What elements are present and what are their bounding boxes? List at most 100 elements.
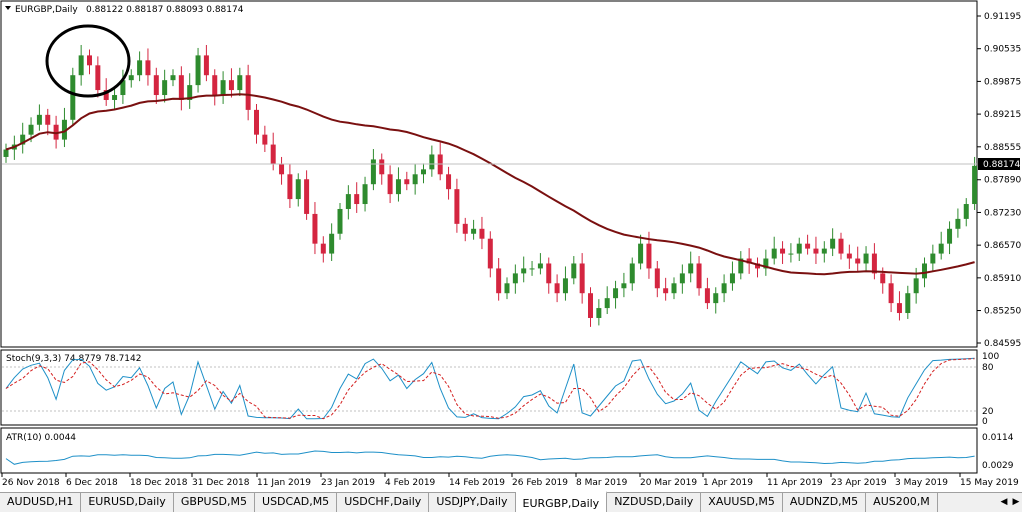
- candle-body: [704, 288, 710, 304]
- candle-body: [562, 278, 568, 294]
- time-tick-label: 20 Mar 2019: [640, 478, 697, 488]
- candles-group: [3, 44, 978, 327]
- symbol-tab[interactable]: GBPUSD,M5: [174, 493, 256, 512]
- symbol-tab[interactable]: EURGBP,Daily: [515, 491, 608, 512]
- symbol-tab[interactable]: USDCHF,Daily: [337, 493, 430, 512]
- candle-body: [212, 75, 218, 96]
- candle-body: [287, 174, 293, 200]
- candle-body: [905, 293, 911, 314]
- candle-body: [412, 174, 418, 185]
- candle-body: [512, 273, 518, 284]
- symbol-tab[interactable]: AUDNZD,M5: [783, 493, 867, 512]
- candle-body: [20, 134, 26, 145]
- scroll-right-icon[interactable]: ▶: [1012, 497, 1020, 507]
- candle-body: [446, 174, 452, 190]
- candle-body: [279, 164, 285, 175]
- atr-panel-frame: [0, 427, 978, 474]
- candle-body: [262, 134, 268, 145]
- candle-body: [203, 55, 209, 76]
- time-tick-label: 23 Apr 2019: [831, 478, 887, 488]
- candle-body: [638, 243, 644, 264]
- chart-svg[interactable]: EURGBP,Daily 0.88122 0.88187 0.88093 0.8…: [0, 0, 1022, 492]
- time-tick-label: 26 Nov 2018: [2, 478, 60, 488]
- time-tick-label: 8 Mar 2019: [576, 478, 628, 488]
- candle-body: [245, 75, 251, 110]
- candle-body: [629, 263, 635, 284]
- candle-body: [537, 263, 543, 269]
- candle-body: [329, 233, 335, 254]
- moving-average-line: [5, 93, 975, 276]
- candle-body: [362, 184, 368, 205]
- candle-body: [771, 248, 777, 259]
- candle-body: [930, 253, 936, 264]
- candle-body: [78, 55, 84, 76]
- candle-body: [36, 114, 42, 125]
- candle-body: [195, 55, 201, 86]
- candle-body: [679, 273, 685, 284]
- time-tick-label: 15 May 2019: [960, 478, 1019, 488]
- candle-body: [838, 238, 844, 254]
- candle-body: [120, 80, 126, 96]
- candle-body: [763, 258, 769, 269]
- symbol-tab[interactable]: XAUUSD,M5: [701, 493, 783, 512]
- candle-body: [938, 243, 944, 254]
- candle-body: [320, 243, 326, 254]
- candle-body: [28, 124, 34, 135]
- current-price-marker: [978, 158, 1020, 170]
- price-tick-label: 0.86570: [984, 241, 1021, 251]
- stoch-label: Stoch(9,3,3) 74.8779 78.7142: [6, 354, 141, 364]
- stoch-tick-100: 100: [982, 352, 999, 362]
- candle-body: [729, 273, 735, 284]
- candle-body: [588, 293, 593, 318]
- symbol-tab[interactable]: USDJPY,Daily: [429, 493, 516, 512]
- symbol-tab-bar: AUDUSD,H1 EURUSD,Daily GBPUSD,M5 USDCAD,M5 U…: [0, 491, 1022, 512]
- candle-body: [604, 298, 610, 309]
- symbol-tab[interactable]: EURUSD,Daily: [81, 493, 174, 512]
- candle-body: [304, 179, 310, 214]
- symbol-tab[interactable]: AUS200,M: [866, 493, 938, 512]
- candle-body: [370, 159, 376, 185]
- candle-body: [863, 253, 869, 264]
- symbol-tab[interactable]: USDCAD,M5: [255, 493, 338, 512]
- symbol-tab[interactable]: NZDUSD,Daily: [607, 493, 702, 512]
- candle-body: [671, 283, 677, 294]
- scroll-left-icon[interactable]: ◀: [1000, 497, 1008, 507]
- candle-body: [345, 194, 351, 209]
- candle-body: [187, 85, 193, 100]
- candle-body: [755, 263, 760, 269]
- candle-body: [554, 283, 560, 294]
- price-tick-label: 0.90535: [984, 45, 1021, 55]
- price-axis: 0.91195 0.90535 0.89875 0.89215 0.88555 0.878…: [977, 12, 1021, 349]
- time-tick-label: 31 Dec 2018: [192, 478, 250, 488]
- candle-body: [663, 288, 669, 294]
- price-tick-label: 0.89215: [984, 110, 1021, 120]
- price-tick-label: 0.85250: [984, 307, 1021, 317]
- price-tick-label: 0.87230: [984, 208, 1021, 218]
- candle-body: [254, 109, 259, 135]
- candle-body: [128, 75, 134, 81]
- candle-body: [395, 179, 401, 195]
- price-tick-label: 0.85910: [984, 274, 1021, 284]
- time-tick-label: 11 Apr 2019: [767, 478, 823, 488]
- time-tick-label: 11 Jan 2019: [257, 478, 311, 488]
- candle-body: [972, 165, 978, 205]
- candle-body: [312, 213, 318, 244]
- price-tick-label: 0.89875: [984, 77, 1021, 87]
- candle-body: [654, 268, 660, 289]
- candle-body: [70, 75, 76, 120]
- candle-body: [846, 253, 852, 259]
- candle-body: [788, 253, 794, 255]
- candle-body: [387, 174, 393, 195]
- time-tick-label: 6 Dec 2018: [66, 478, 118, 488]
- candle-body: [780, 248, 786, 254]
- chart-area[interactable]: EURGBP,Daily 0.88122 0.88187 0.88093 0.8…: [0, 0, 1022, 492]
- annotation-circle: [45, 24, 131, 98]
- candle-body: [61, 119, 67, 140]
- current-price-value: 0.88174: [983, 160, 1020, 170]
- dropdown-arrow-icon[interactable]: [5, 6, 11, 10]
- atr-tick-low: 0.0029: [982, 461, 1014, 471]
- candle-body: [855, 258, 861, 264]
- time-tick-label: 3 May 2019: [895, 478, 948, 488]
- candle-body: [805, 243, 811, 249]
- symbol-tab[interactable]: AUDUSD,H1: [0, 493, 82, 512]
